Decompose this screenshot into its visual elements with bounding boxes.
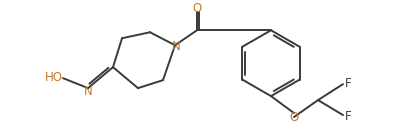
Text: N: N <box>83 85 92 98</box>
Text: F: F <box>345 110 351 123</box>
Text: HO: HO <box>45 71 63 84</box>
Text: O: O <box>192 2 202 15</box>
Text: F: F <box>345 77 351 90</box>
Text: O: O <box>290 111 298 123</box>
Text: N: N <box>172 40 180 53</box>
